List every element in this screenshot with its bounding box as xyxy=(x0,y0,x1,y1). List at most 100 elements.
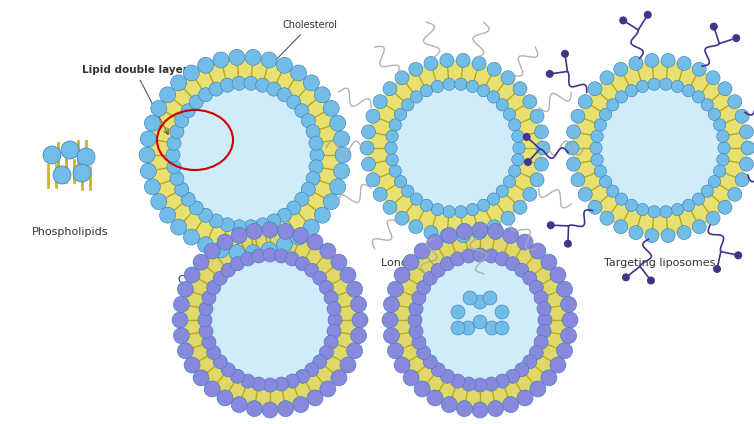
Circle shape xyxy=(596,84,724,212)
Circle shape xyxy=(541,254,557,270)
Circle shape xyxy=(571,173,585,187)
Circle shape xyxy=(334,163,350,179)
Circle shape xyxy=(431,363,446,377)
Circle shape xyxy=(503,108,516,120)
Circle shape xyxy=(193,254,209,270)
Circle shape xyxy=(713,165,726,177)
Circle shape xyxy=(427,390,443,406)
Circle shape xyxy=(184,267,200,283)
Circle shape xyxy=(213,242,229,258)
Circle shape xyxy=(213,355,227,369)
Circle shape xyxy=(388,281,403,297)
Circle shape xyxy=(495,321,509,335)
Circle shape xyxy=(151,100,167,116)
Circle shape xyxy=(440,53,454,67)
Circle shape xyxy=(277,57,293,73)
Circle shape xyxy=(415,255,545,385)
Circle shape xyxy=(713,119,726,131)
Circle shape xyxy=(383,296,400,312)
Circle shape xyxy=(625,84,638,97)
Circle shape xyxy=(314,207,330,223)
Circle shape xyxy=(541,370,557,386)
Circle shape xyxy=(708,108,721,120)
Circle shape xyxy=(692,193,705,205)
Circle shape xyxy=(451,252,464,266)
Circle shape xyxy=(262,222,278,238)
Circle shape xyxy=(231,227,247,243)
Circle shape xyxy=(473,315,487,329)
Circle shape xyxy=(198,208,213,222)
Circle shape xyxy=(692,91,705,103)
Circle shape xyxy=(523,95,537,109)
Circle shape xyxy=(487,193,500,205)
Circle shape xyxy=(420,84,433,97)
Circle shape xyxy=(320,243,336,259)
Circle shape xyxy=(472,222,488,238)
Circle shape xyxy=(366,173,380,187)
Circle shape xyxy=(220,218,234,232)
Circle shape xyxy=(329,115,345,131)
Circle shape xyxy=(403,254,419,270)
Circle shape xyxy=(296,257,310,271)
Circle shape xyxy=(735,173,749,187)
Circle shape xyxy=(495,305,509,319)
Circle shape xyxy=(671,204,684,216)
Circle shape xyxy=(619,17,627,25)
Circle shape xyxy=(177,281,194,297)
Circle shape xyxy=(636,80,648,92)
Circle shape xyxy=(170,75,187,91)
Circle shape xyxy=(351,328,366,343)
Circle shape xyxy=(591,130,603,142)
Circle shape xyxy=(361,157,375,171)
Circle shape xyxy=(361,125,375,139)
Circle shape xyxy=(562,312,578,328)
Circle shape xyxy=(661,53,675,67)
Circle shape xyxy=(290,65,307,81)
Circle shape xyxy=(424,56,438,70)
Circle shape xyxy=(139,147,155,163)
Circle shape xyxy=(443,78,455,90)
Circle shape xyxy=(431,204,443,216)
Circle shape xyxy=(323,194,339,209)
Circle shape xyxy=(293,227,309,243)
Circle shape xyxy=(456,223,472,240)
Circle shape xyxy=(229,245,245,261)
Circle shape xyxy=(718,142,730,154)
Circle shape xyxy=(394,176,406,188)
Circle shape xyxy=(285,374,299,388)
Circle shape xyxy=(306,171,320,185)
Circle shape xyxy=(213,52,229,68)
Circle shape xyxy=(484,377,498,391)
Circle shape xyxy=(496,99,508,111)
Circle shape xyxy=(307,390,323,406)
Circle shape xyxy=(615,193,627,205)
Circle shape xyxy=(386,153,398,166)
Circle shape xyxy=(647,276,655,285)
Circle shape xyxy=(408,313,422,327)
Circle shape xyxy=(591,153,603,166)
Circle shape xyxy=(556,343,572,359)
Circle shape xyxy=(578,95,592,109)
Circle shape xyxy=(501,211,515,225)
Circle shape xyxy=(412,335,426,349)
Circle shape xyxy=(734,251,742,259)
Circle shape xyxy=(313,355,326,369)
Circle shape xyxy=(614,62,628,76)
Circle shape xyxy=(671,80,684,92)
Circle shape xyxy=(277,208,291,222)
Circle shape xyxy=(614,220,628,234)
Circle shape xyxy=(295,192,309,206)
Circle shape xyxy=(43,146,61,164)
Circle shape xyxy=(391,84,519,212)
Circle shape xyxy=(173,328,189,343)
Circle shape xyxy=(523,133,531,141)
Circle shape xyxy=(177,343,194,359)
Circle shape xyxy=(144,115,161,131)
Circle shape xyxy=(181,104,195,118)
Circle shape xyxy=(701,99,713,111)
Circle shape xyxy=(199,324,213,338)
Circle shape xyxy=(402,99,414,111)
Circle shape xyxy=(261,242,277,258)
Circle shape xyxy=(402,185,414,197)
Circle shape xyxy=(718,200,732,214)
